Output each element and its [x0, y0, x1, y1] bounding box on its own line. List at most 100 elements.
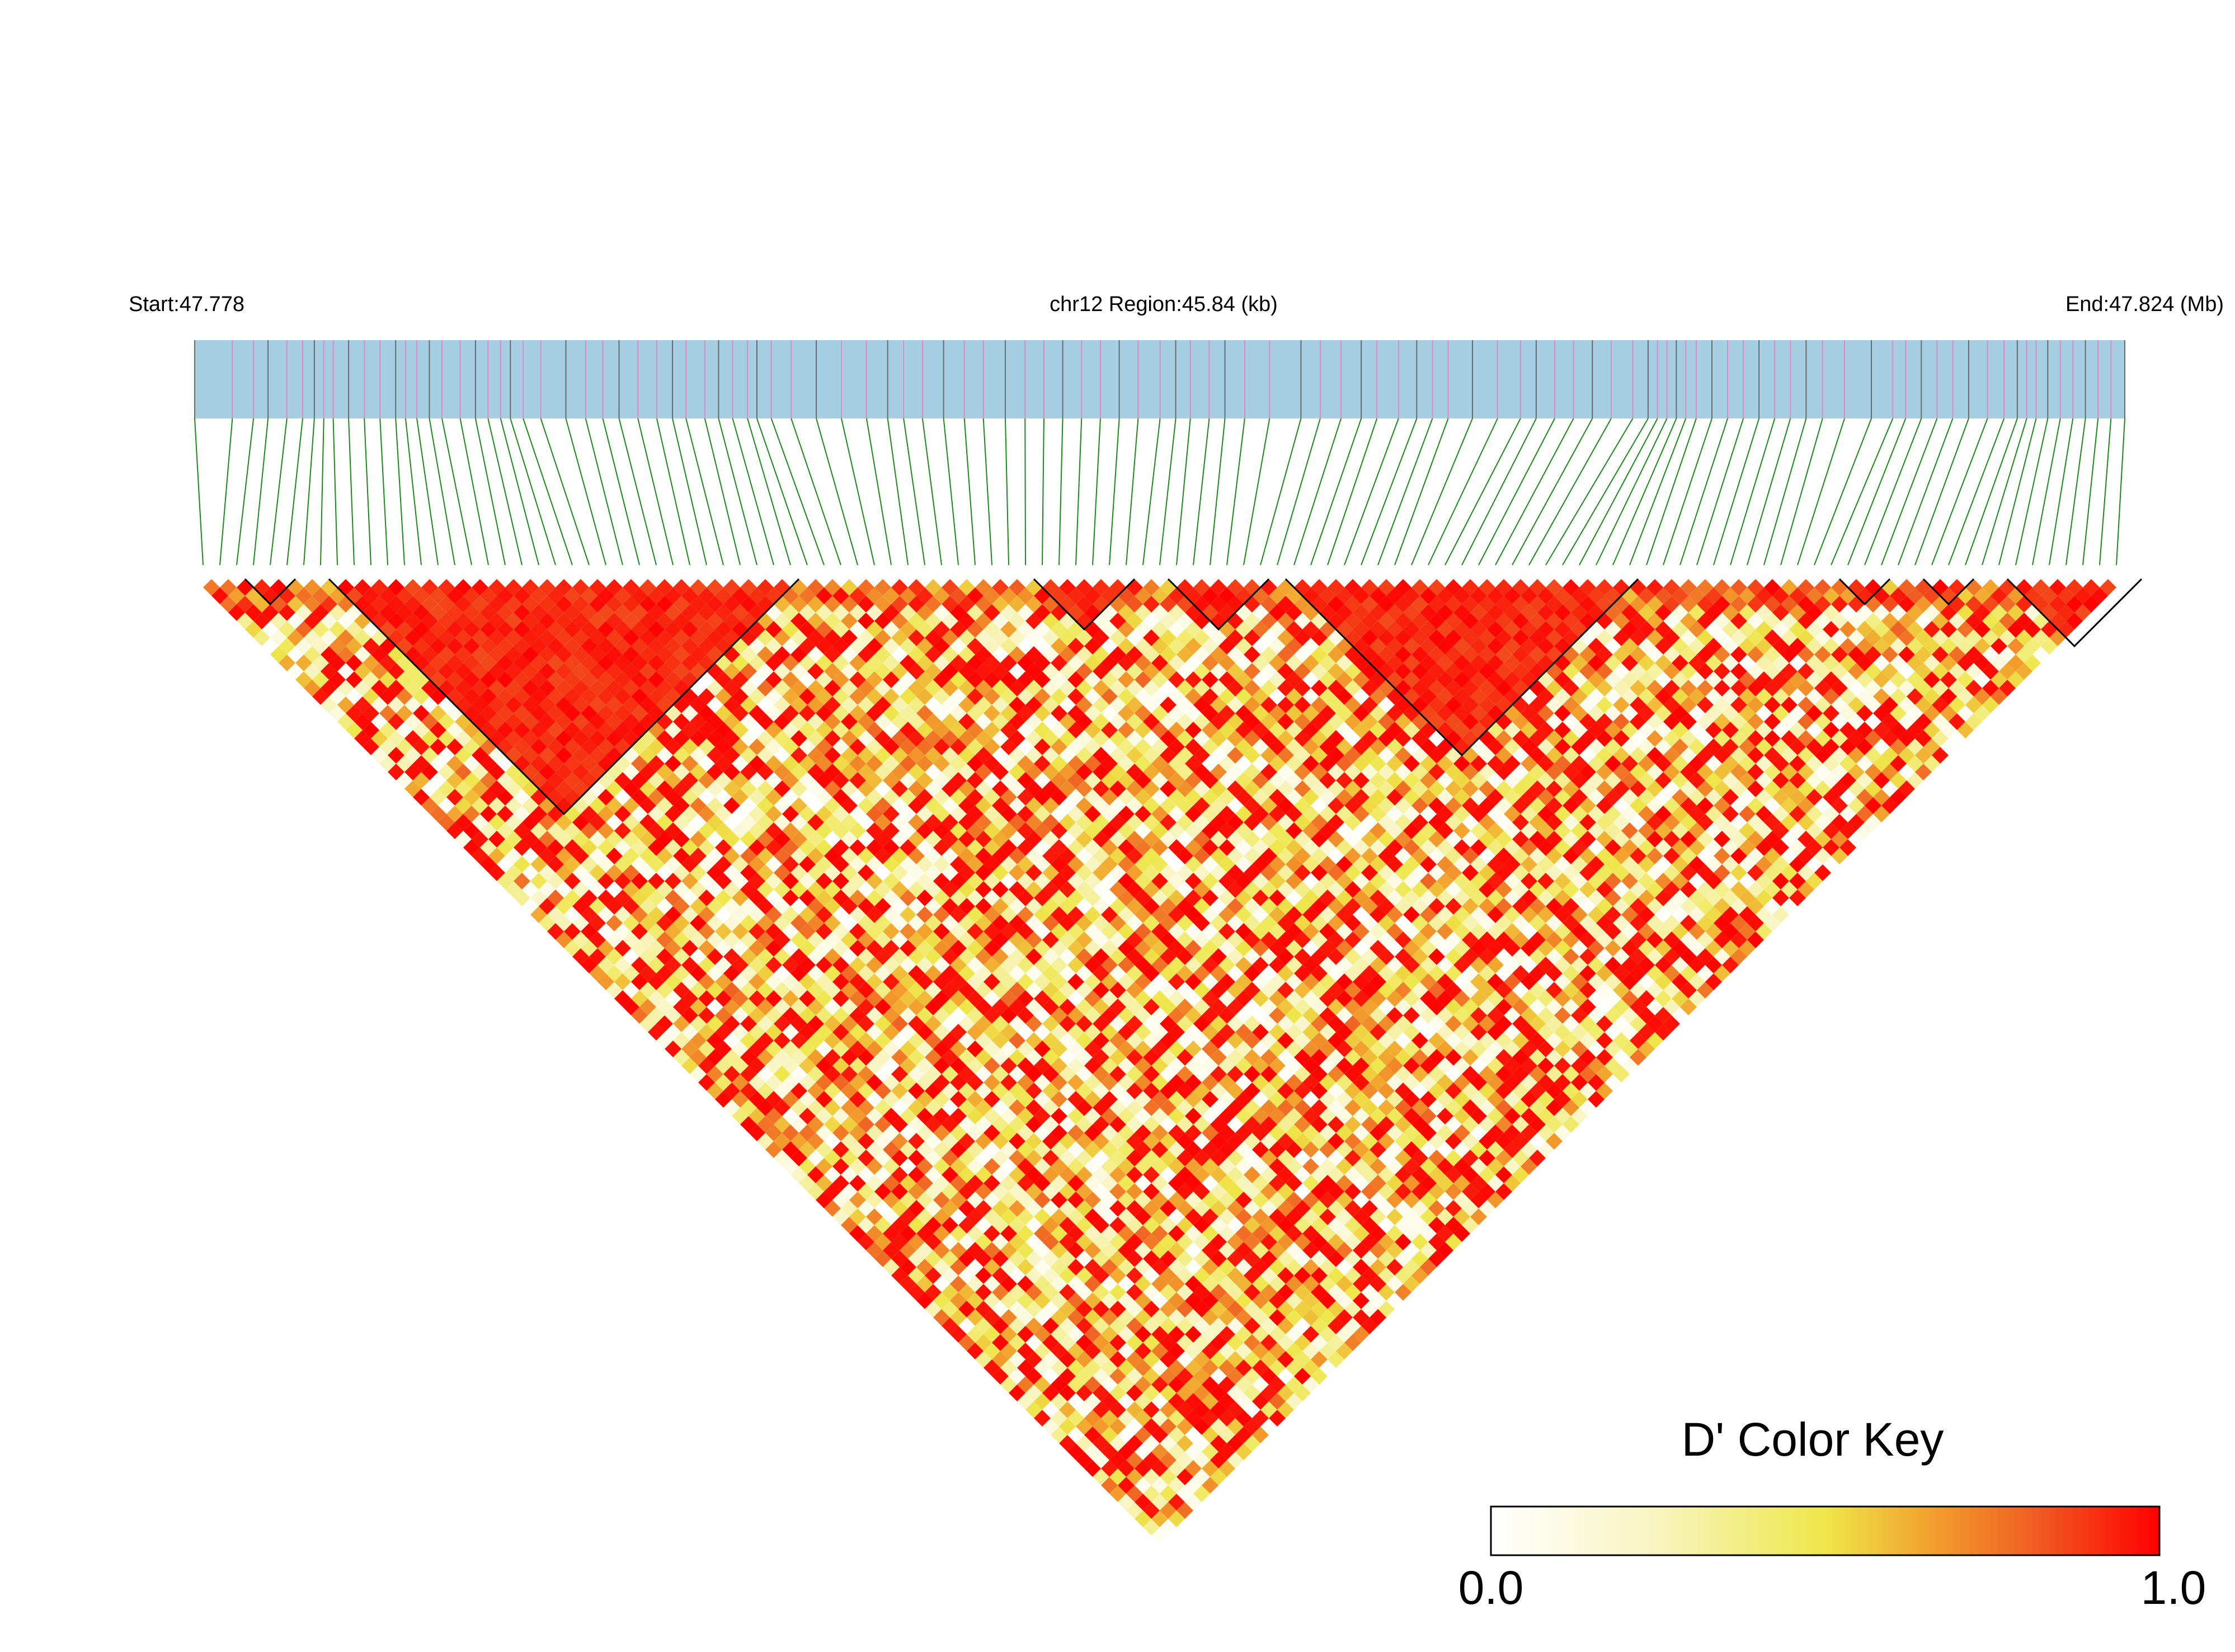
snp-connector	[1210, 418, 1226, 566]
snp-connector	[1612, 418, 1677, 566]
region-title: chr12 Region:45.84 (kb)	[1050, 293, 1278, 316]
snp-connector	[1881, 418, 1938, 566]
snp-connector	[429, 418, 455, 566]
snp-connector	[656, 418, 690, 566]
snp-connector	[1394, 418, 1449, 566]
snp-connector	[348, 418, 355, 566]
snp-connector	[2049, 418, 2074, 566]
snp-connector	[816, 418, 858, 566]
snp-connector	[921, 418, 942, 566]
snp-connector	[2065, 418, 2086, 566]
snp-connector	[1562, 418, 1649, 566]
snp-connector	[1646, 418, 1697, 566]
snp-connector	[718, 418, 757, 566]
snp-connector	[1142, 418, 1161, 566]
snp-connector	[1159, 418, 1177, 566]
snp-connector	[1931, 418, 1988, 566]
snp-connector	[1310, 418, 1362, 566]
snp-connector	[441, 418, 472, 566]
snp-connector	[2032, 418, 2061, 566]
snp-connector	[1982, 418, 2027, 566]
snp-connector	[704, 418, 741, 566]
snp-connector	[487, 418, 523, 566]
snp-marker-ticks	[194, 340, 2125, 418]
snp-connector	[332, 418, 338, 566]
snp-connector	[270, 418, 288, 566]
snp-connector	[982, 418, 992, 566]
snp-connector	[672, 418, 707, 566]
snp-connector	[194, 418, 204, 566]
snp-connector	[1075, 418, 1083, 566]
snp-connector	[1260, 418, 1302, 566]
snp-connector	[1344, 418, 1399, 566]
snp-connector	[1696, 418, 1744, 566]
snp-connector	[1226, 418, 1245, 566]
snp-connector	[1109, 418, 1120, 566]
snp-connector	[1948, 418, 2005, 566]
snp-connector	[404, 418, 422, 566]
snp-connector	[364, 418, 371, 566]
snp-connector	[1377, 418, 1433, 566]
snp-connector	[523, 418, 573, 566]
snp-connector	[1193, 418, 1210, 566]
snp-connector	[1411, 418, 1473, 566]
snp-connector	[602, 418, 640, 566]
snp-connector	[395, 418, 405, 566]
snp-connector	[1512, 418, 1593, 566]
snp-connector	[286, 418, 303, 566]
snp-connector	[1663, 418, 1712, 566]
snp-connector	[1797, 418, 1845, 566]
snp-connector	[770, 418, 825, 566]
snp-connector	[1965, 418, 2018, 566]
snp-connector	[379, 418, 388, 566]
snp-connector	[1004, 418, 1009, 566]
snp-connector	[1847, 418, 1907, 566]
snp-connector	[1428, 418, 1498, 566]
snp-connector	[943, 418, 959, 566]
region-start-label: Start:47.778	[129, 293, 245, 316]
region-end-label: End:47.824 (Mb)	[2065, 293, 2224, 316]
snp-connector	[416, 418, 439, 566]
snp-connector	[540, 418, 590, 566]
snp-connector	[219, 418, 233, 566]
snp-connector	[887, 418, 909, 566]
snp-connector	[565, 418, 606, 566]
snp-connector	[963, 418, 976, 566]
ld-cells	[203, 579, 2116, 1544]
snp-connector	[685, 418, 724, 566]
snp-connector	[1361, 418, 1418, 566]
snp-connector	[756, 418, 808, 566]
snp-connector	[1831, 418, 1894, 566]
snp-connector	[903, 418, 925, 566]
snp-connector	[1243, 418, 1271, 566]
snp-connector	[1814, 418, 1872, 566]
snp-connector	[2116, 418, 2125, 566]
snp-connector	[1327, 418, 1378, 566]
snp-connector	[2015, 418, 2049, 566]
snp-connector	[637, 418, 674, 566]
snp-connector	[1495, 418, 1574, 566]
snp-connector	[1528, 418, 1612, 566]
snp-connector	[1629, 418, 1687, 566]
snp-connector	[1277, 418, 1321, 566]
snp-connector	[320, 418, 324, 566]
snp-connector	[1058, 418, 1064, 566]
snp-connector	[1998, 418, 2037, 566]
snp-connector	[1898, 418, 1954, 566]
snp-connector	[1763, 418, 1807, 566]
snp-connector	[585, 418, 623, 566]
snp-connector	[747, 418, 791, 566]
snp-connector	[2099, 418, 2112, 566]
snp-connector	[1126, 418, 1139, 566]
snp-connector	[791, 418, 841, 566]
snp-connector	[1176, 418, 1191, 566]
snp-connector	[618, 418, 657, 566]
snp-connector	[1713, 418, 1760, 566]
snp-connector	[1545, 418, 1634, 566]
snp-connector	[459, 418, 489, 566]
snp-connector	[253, 418, 269, 566]
snp-connector	[1780, 418, 1823, 566]
snp-connector	[1579, 418, 1658, 566]
snp-connector	[1914, 418, 1969, 566]
